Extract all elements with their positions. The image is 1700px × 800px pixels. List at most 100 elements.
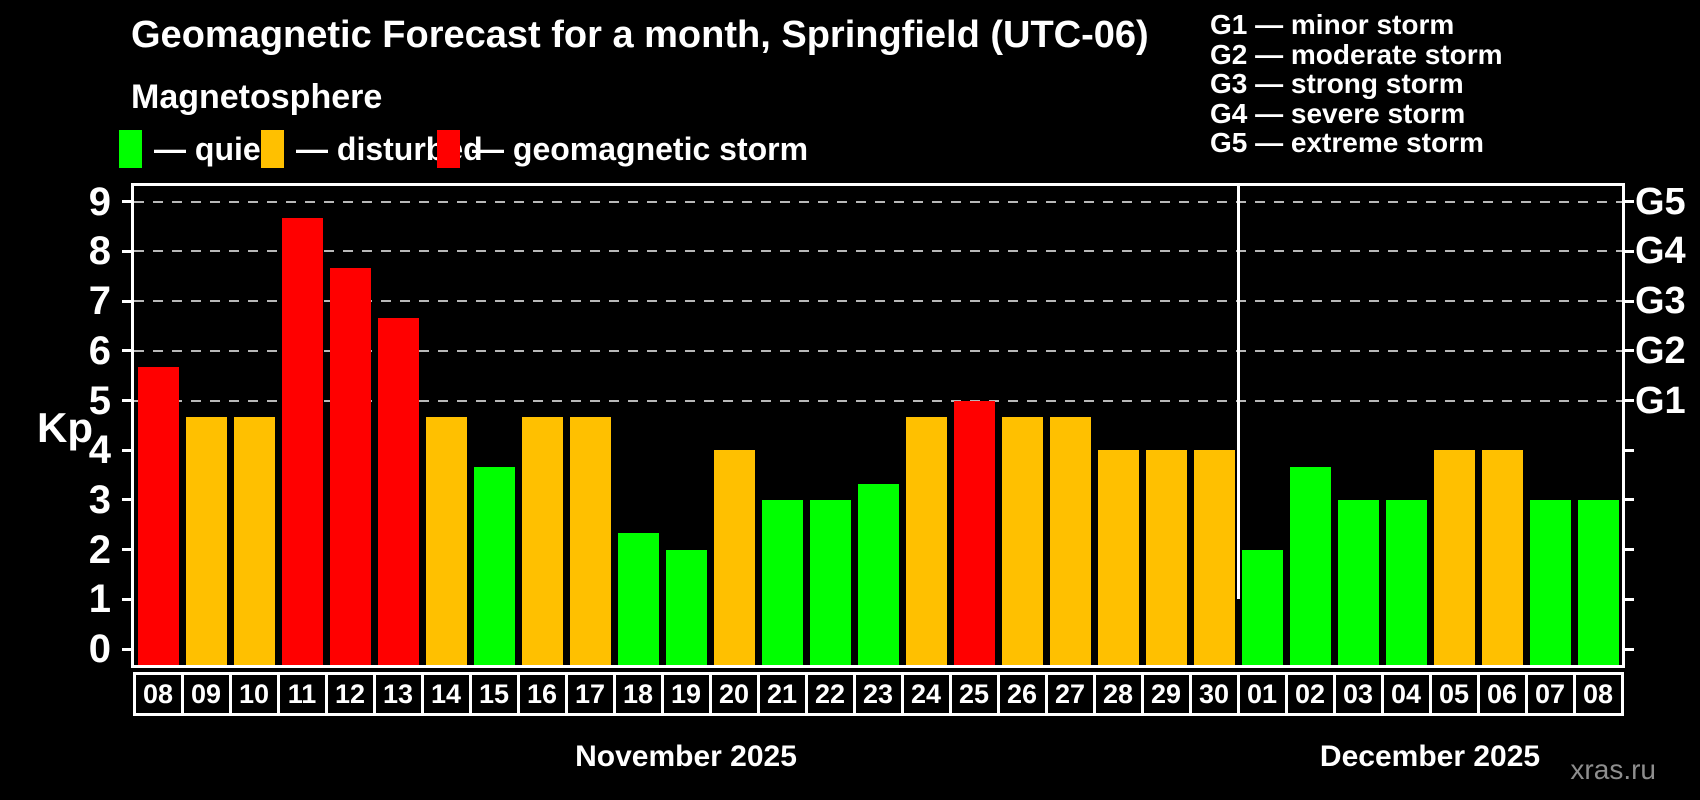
day-label: 25 <box>948 672 1000 716</box>
kp-bar-day-08 <box>1577 499 1619 665</box>
day-label: 08 <box>132 672 184 716</box>
y-tick-label-2: 2 <box>88 527 111 572</box>
storm-color-swatch <box>437 130 460 168</box>
page-title: Geomagnetic Forecast for a month, Spring… <box>131 14 1149 56</box>
y-tick-right-6 <box>1625 349 1634 353</box>
kp-bar-day-14 <box>425 416 467 665</box>
y-tick-left-9 <box>122 200 131 204</box>
y-tick-right-1 <box>1625 597 1634 601</box>
g-legend-line-5: G5 — extreme storm <box>1210 127 1484 158</box>
y-tick-label-0: 0 <box>88 627 111 671</box>
g-scale-legend: G1 — minor storm G2 — moderate storm G3 — … <box>1210 10 1503 158</box>
day-label: 12 <box>324 672 376 716</box>
kp-bar-day-08 <box>137 367 179 665</box>
day-label: 16 <box>516 672 568 716</box>
day-label: 30 <box>1188 672 1240 716</box>
g-legend-line-2: G2 — moderate storm <box>1210 38 1503 70</box>
day-label: 08 <box>1572 672 1624 716</box>
g-legend-line-1: G1 — minor storm <box>1210 9 1455 40</box>
day-label: 20 <box>708 672 760 716</box>
y-tick-right-5 <box>1625 399 1634 402</box>
kp-bar-day-02 <box>1289 466 1331 665</box>
watermark: xras.ru <box>1570 754 1656 785</box>
y-tick-left-1 <box>122 597 131 601</box>
legend-label-storm: — geomagnetic storm <box>472 131 809 167</box>
kp-bar-day-13 <box>377 317 419 665</box>
kp-bar-day-24 <box>905 416 947 665</box>
y-tick-right-9 <box>1625 200 1634 204</box>
day-label: 23 <box>852 672 904 716</box>
day-label: 21 <box>756 672 808 716</box>
month-label-0: November 2025 <box>575 740 797 773</box>
kp-bar-day-16 <box>521 416 563 665</box>
g-level-label-G2: G2 <box>1635 329 1686 372</box>
day-label: 02 <box>1284 672 1336 716</box>
kp-bar-day-20 <box>713 450 755 665</box>
gridline-kp-8 <box>134 250 1622 253</box>
g-legend-line-4: G4 — severe storm <box>1210 97 1466 129</box>
legend-label-quiet: — quiet <box>154 131 272 167</box>
day-label: 19 <box>660 672 712 716</box>
kp-bar-day-18 <box>617 533 659 665</box>
day-label: 05 <box>1428 672 1480 716</box>
month-label-1: December 2025 <box>1319 740 1541 773</box>
y-tick-left-5 <box>122 399 131 402</box>
y-tick-left-6 <box>122 349 131 353</box>
kp-bar-day-01 <box>1241 549 1283 665</box>
y-tick-label-7: 7 <box>88 279 111 324</box>
kp-bar-day-04 <box>1385 499 1427 665</box>
y-tick-right-3 <box>1625 498 1634 502</box>
y-tick-left-4 <box>122 448 131 452</box>
day-label: 29 <box>1140 672 1192 716</box>
kp-bar-day-07 <box>1529 499 1571 665</box>
gridline-kp-7 <box>134 300 1622 303</box>
kp-bar-day-05 <box>1433 450 1475 665</box>
day-label: 10 <box>228 672 280 716</box>
gridline-kp-5 <box>134 399 1622 402</box>
y-tick-label-5: 5 <box>88 378 111 423</box>
kp-bar-day-25 <box>953 400 995 665</box>
kp-bar-day-27 <box>1049 416 1091 665</box>
legend-item-storm: — geomagnetic storm <box>437 130 808 168</box>
kp-status-legend: — quiet — disturbed — geomagnetic storm <box>0 130 1100 170</box>
g-level-label-G3: G3 <box>1635 280 1686 323</box>
day-label: 11 <box>276 672 328 716</box>
y-tick-right-4 <box>1625 448 1634 452</box>
kp-bar-day-28 <box>1097 450 1139 665</box>
kp-bar-day-06 <box>1481 450 1523 665</box>
disturbed-color-swatch <box>261 130 284 168</box>
y-tick-label-6: 6 <box>88 328 111 373</box>
y-tick-label-9: 9 <box>88 179 111 224</box>
quiet-color-swatch <box>119 130 142 168</box>
kp-bar-day-26 <box>1001 416 1043 665</box>
plot-area: 0 1 2 3 4 5 6 7 8 9 G1 G2 G3 G4 G5 <box>89 180 1686 671</box>
day-label: 26 <box>996 672 1048 716</box>
y-tick-label-3: 3 <box>88 477 111 522</box>
day-label: 03 <box>1332 672 1384 716</box>
y-tick-right-7 <box>1625 299 1634 303</box>
day-label: 06 <box>1476 672 1528 716</box>
kp-bar-day-30 <box>1193 450 1235 665</box>
kp-bar-day-22 <box>809 499 851 665</box>
day-label: 27 <box>1044 672 1096 716</box>
g-legend-line-3: G3 — strong storm <box>1210 68 1464 99</box>
day-label: 15 <box>468 672 520 716</box>
day-label: 01 <box>1236 672 1288 716</box>
y-tick-right-2 <box>1625 548 1634 552</box>
y-tick-left-3 <box>122 498 131 502</box>
y-tick-label-1: 1 <box>88 577 111 622</box>
month-separator-line <box>1236 186 1240 600</box>
day-label: 17 <box>564 672 616 716</box>
y-tick-label-4: 4 <box>88 428 111 473</box>
y-tick-left-7 <box>122 299 131 303</box>
kp-bar-day-09 <box>185 416 227 665</box>
y-tick-right-0 <box>1625 647 1634 651</box>
legend-item-quiet: — quiet <box>119 130 271 168</box>
day-label: 22 <box>804 672 856 716</box>
day-label: 28 <box>1092 672 1144 716</box>
x-axis-day-labels: 08 09 10 11 12 13 14 15 16 17 18 19 20 21 22 23 24 25 26 27… <box>132 672 1624 716</box>
kp-bar-day-19 <box>665 549 707 665</box>
y-axis-title: Kp <box>37 404 93 451</box>
y-tick-left-2 <box>122 548 131 552</box>
